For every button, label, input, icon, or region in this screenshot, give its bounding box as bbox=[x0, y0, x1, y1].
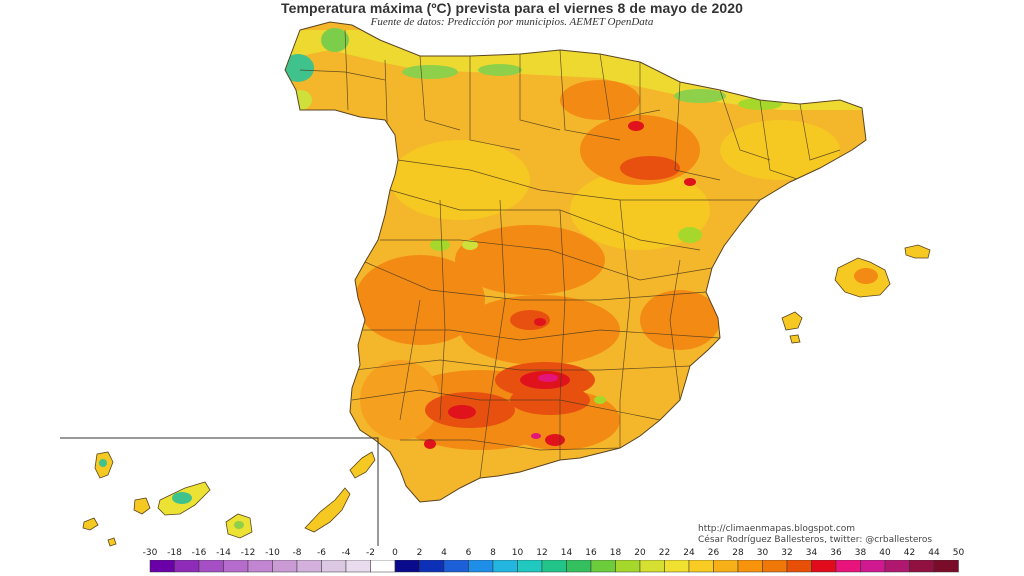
scale-swatch bbox=[762, 560, 788, 573]
scale-tick-label: -8 bbox=[292, 548, 302, 558]
canary-islands-inset bbox=[60, 437, 379, 547]
scale-tick-label: 32 bbox=[781, 548, 793, 558]
scale-tick-label: 18 bbox=[609, 548, 622, 558]
scale-swatch bbox=[811, 560, 837, 573]
scale-swatch bbox=[590, 560, 616, 573]
scale-swatch bbox=[468, 560, 494, 573]
scale-tick-label: -6 bbox=[317, 548, 326, 558]
scale-tick-label: -16 bbox=[191, 548, 207, 558]
scale-tick-label: 44 bbox=[928, 548, 940, 558]
scale-swatch bbox=[566, 560, 592, 573]
scale-tick-label: 42 bbox=[903, 548, 916, 558]
scale-swatch bbox=[688, 560, 714, 573]
scale-tick-label: 8 bbox=[490, 548, 496, 558]
scale-swatch bbox=[247, 560, 273, 573]
scale-tick-label: -12 bbox=[240, 548, 256, 558]
scale-tick-label: -2 bbox=[366, 548, 375, 558]
scale-tick-label: -10 bbox=[265, 548, 280, 558]
scale-swatch bbox=[443, 560, 469, 573]
scale-tick-label: 36 bbox=[830, 548, 842, 558]
scale-tick-label: 28 bbox=[732, 548, 744, 558]
scale-swatch bbox=[149, 560, 175, 573]
credit-site: http://climaenmapas.blogspot.com bbox=[698, 524, 856, 534]
scale-tick-label: 0 bbox=[392, 548, 398, 558]
scale-tick-label: 24 bbox=[683, 548, 695, 558]
map-title: Temperatura máxima (ºC) prevista para el… bbox=[280, 0, 743, 16]
scale-swatch bbox=[370, 560, 396, 573]
scale-swatch bbox=[639, 560, 665, 573]
iberian-peninsula bbox=[284, 21, 867, 503]
color-scale-bar bbox=[149, 560, 959, 573]
scale-swatch bbox=[394, 560, 420, 573]
scale-swatch bbox=[223, 560, 249, 573]
scale-swatch bbox=[884, 560, 910, 573]
scale-swatch bbox=[296, 560, 322, 573]
scale-swatch bbox=[909, 560, 935, 573]
balearic-islands bbox=[781, 244, 931, 344]
scale-tick-label: 6 bbox=[465, 548, 472, 558]
scale-tick-label: 20 bbox=[634, 548, 646, 558]
scale-tick-label: -18 bbox=[167, 548, 182, 558]
scale-tick-label: 38 bbox=[854, 548, 867, 558]
scale-swatch bbox=[517, 560, 543, 573]
scale-tick-label: -30 bbox=[142, 548, 158, 558]
province-borders bbox=[299, 29, 841, 479]
map-subtitle: Fuente de datos: Predicción por municipi… bbox=[370, 16, 654, 28]
scale-swatch bbox=[198, 560, 224, 573]
scale-swatch bbox=[272, 560, 298, 573]
scale-swatch bbox=[541, 560, 567, 573]
scale-swatch bbox=[345, 560, 371, 573]
scale-tick-label: 4 bbox=[441, 548, 447, 558]
scale-tick-label: 34 bbox=[805, 548, 818, 558]
scale-swatch bbox=[615, 560, 641, 573]
scale-tick-label: 26 bbox=[707, 548, 720, 558]
scale-tick-label: 10 bbox=[511, 548, 524, 558]
scale-swatch bbox=[174, 560, 200, 573]
scale-swatch bbox=[860, 560, 886, 573]
scale-tick-label: 40 bbox=[879, 548, 891, 558]
scale-tick-label: -14 bbox=[216, 548, 231, 558]
scale-labels: -30 -18 -16 -14 -12 -10 -8 -6 -4 -2 0 2 4 6 8 10 12 14 16 1… bbox=[0, 548, 1024, 560]
scale-swatch bbox=[933, 560, 959, 573]
scale-swatch bbox=[664, 560, 690, 573]
scale-swatch bbox=[492, 560, 518, 573]
scale-swatch bbox=[419, 560, 445, 573]
scale-tick-label: 16 bbox=[585, 548, 597, 558]
scale-tick-label: 12 bbox=[536, 548, 548, 558]
scale-tick-label: 2 bbox=[416, 548, 423, 558]
scale-swatch bbox=[737, 560, 763, 573]
scale-swatch bbox=[835, 560, 861, 573]
credit-author: César Rodríguez Ballesteros, twitter: @c… bbox=[698, 535, 933, 545]
scale-tick-label: -4 bbox=[341, 548, 351, 558]
scale-swatch bbox=[786, 560, 812, 573]
scale-tick-label: 30 bbox=[756, 548, 769, 558]
scale-tick-label: 14 bbox=[560, 548, 573, 558]
scale-swatch bbox=[713, 560, 739, 573]
scale-tick-label: 50 bbox=[952, 548, 965, 558]
scale-swatch bbox=[321, 560, 347, 573]
scale-tick-label: 22 bbox=[658, 548, 671, 558]
